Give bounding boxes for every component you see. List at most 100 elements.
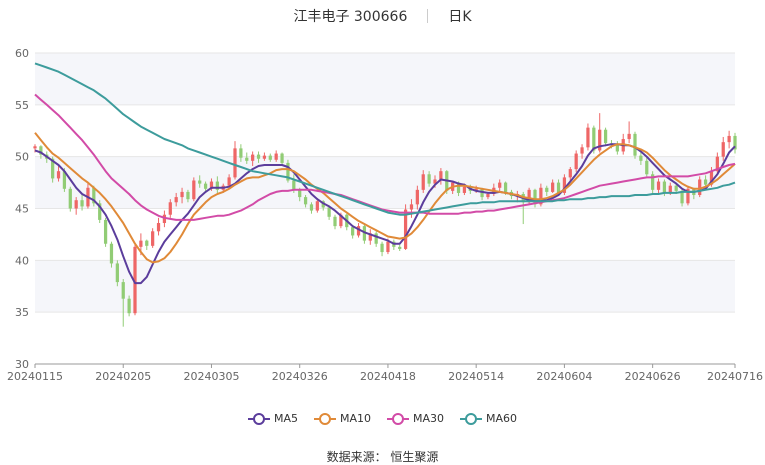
x-tick-label: 20240418 [360, 370, 416, 383]
x-tick-label: 20240716 [707, 370, 763, 383]
candle-body [127, 298, 131, 314]
candle-body [256, 154, 261, 159]
stock-name-title: 江丰电子 300666 [293, 9, 408, 25]
period-title: 日K [448, 9, 472, 25]
x-tick-label: 20240305 [183, 370, 239, 383]
y-tick-label: 45 [15, 203, 29, 216]
candle-body [56, 171, 61, 179]
candle-body [115, 263, 119, 283]
candle-body [356, 226, 361, 236]
candle-body [209, 181, 214, 189]
candle-body [503, 182, 508, 192]
legend-swatch-ma5-icon [247, 412, 270, 425]
ma-line-ma60 [34, 62, 736, 216]
candle-body [162, 214, 167, 224]
candle-body [245, 157, 249, 161]
legend-label-ma5: MA5 [273, 412, 298, 425]
candle-body [668, 185, 672, 193]
legend-item-ma60[interactable]: MA60 [460, 412, 517, 425]
candle-body [180, 191, 184, 198]
candle-body [562, 177, 567, 193]
candle-body [309, 204, 314, 211]
grid-band [35, 156, 735, 209]
candle-body [362, 226, 367, 241]
candle-body [39, 146, 43, 155]
chart-legend: MA5 MA10 MA30 MA60 [0, 412, 765, 425]
candle-body [274, 153, 278, 160]
candle-body [627, 133, 631, 140]
candle-body [568, 169, 572, 178]
candle-body [174, 197, 178, 203]
candle-body [168, 202, 172, 215]
candle-body [74, 200, 78, 209]
legend-swatch-ma60-icon [460, 412, 483, 425]
candle-body [233, 148, 237, 178]
candle-body [686, 188, 690, 204]
candle-body [703, 179, 708, 185]
candle-body [409, 204, 414, 210]
ma-line-ma30 [34, 93, 736, 221]
candle-body [498, 182, 502, 188]
y-tick-label: 30 [15, 358, 29, 371]
candle-body [556, 182, 561, 193]
legend-swatch-ma30-icon [387, 412, 409, 425]
candle-body [315, 201, 319, 211]
y-tick-label: 35 [15, 306, 29, 319]
candle-body [151, 231, 155, 246]
legend-item-ma10[interactable]: MA10 [313, 412, 371, 425]
x-tick-label: 20240115 [7, 370, 63, 383]
candle-body [662, 181, 667, 193]
candle-body [268, 155, 272, 160]
candle-body [145, 240, 149, 246]
legend-label-ma30: MA30 [413, 412, 445, 425]
candle-body [368, 233, 372, 241]
y-tick-label: 40 [15, 254, 29, 267]
candle-body [280, 153, 284, 163]
candle-body [339, 214, 343, 227]
candle-body [486, 193, 490, 198]
x-tick-label: 20240205 [95, 370, 151, 383]
candle-body [715, 156, 719, 172]
candle-body [62, 171, 67, 189]
legend-swatch-ma10-icon [313, 412, 336, 425]
source-provider: 恒生聚源 [390, 450, 439, 464]
candle-body [380, 243, 384, 253]
candle-body [721, 142, 725, 157]
candle-body [327, 207, 331, 217]
candle-body [198, 180, 202, 184]
candle-body [33, 146, 37, 149]
x-tick-label: 20240514 [448, 370, 504, 383]
ma-line-ma10 [34, 132, 736, 264]
candle-body [109, 243, 114, 264]
candle-body [656, 181, 661, 190]
legend-item-ma30[interactable]: MA30 [387, 412, 444, 425]
candle-body [574, 153, 578, 170]
candle-body [192, 180, 196, 200]
candle-body [421, 174, 425, 190]
candle-body [103, 219, 108, 244]
y-tick-label: 50 [15, 151, 29, 164]
source-label: 数据来源： [326, 450, 387, 464]
candle-body [186, 191, 190, 200]
candle-body [121, 282, 125, 299]
legend-label-ma60: MA60 [486, 412, 518, 425]
candle-body [80, 200, 84, 207]
grid-band [35, 53, 735, 105]
candle-body [709, 171, 714, 185]
candle-body [456, 182, 461, 193]
candle-body [203, 183, 208, 189]
candle-body [386, 241, 390, 253]
candle-body [645, 160, 649, 175]
candle-body [92, 187, 96, 204]
legend-item-ma5[interactable]: MA5 [247, 412, 298, 425]
candle-body [398, 246, 402, 249]
candle-body [615, 145, 619, 152]
data-source: 数据来源： 恒生聚源 [0, 448, 765, 465]
candle-body [251, 154, 255, 161]
candle-body [303, 197, 308, 205]
candle-body [586, 127, 590, 148]
candle-body [139, 240, 143, 247]
candle-body [680, 190, 684, 204]
candle-body [639, 155, 643, 161]
